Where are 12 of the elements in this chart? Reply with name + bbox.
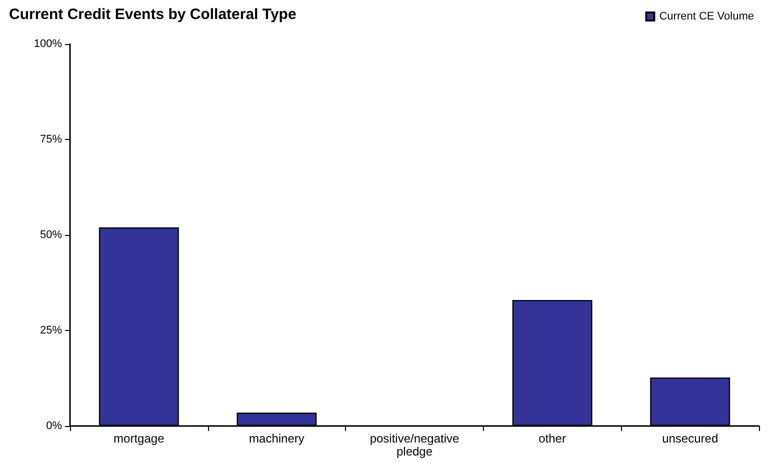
x-tick-label: mortgage (114, 432, 165, 446)
legend-label: Current CE Volume (659, 10, 754, 22)
chart-title: Current Credit Events by Collateral Type (9, 6, 296, 23)
y-tick-label: 25% (40, 324, 62, 336)
y-tick-label: 100% (34, 38, 62, 50)
x-tick-label: positive/negative pledge (370, 432, 460, 458)
x-tick-label: unsecured (662, 432, 718, 446)
y-tick-label: 75% (40, 134, 62, 146)
x-tick-label: machinery (249, 432, 304, 446)
y-tick-label: 0% (46, 420, 62, 432)
y-tick-label: 50% (40, 229, 62, 241)
x-tick-label: other (538, 432, 566, 446)
